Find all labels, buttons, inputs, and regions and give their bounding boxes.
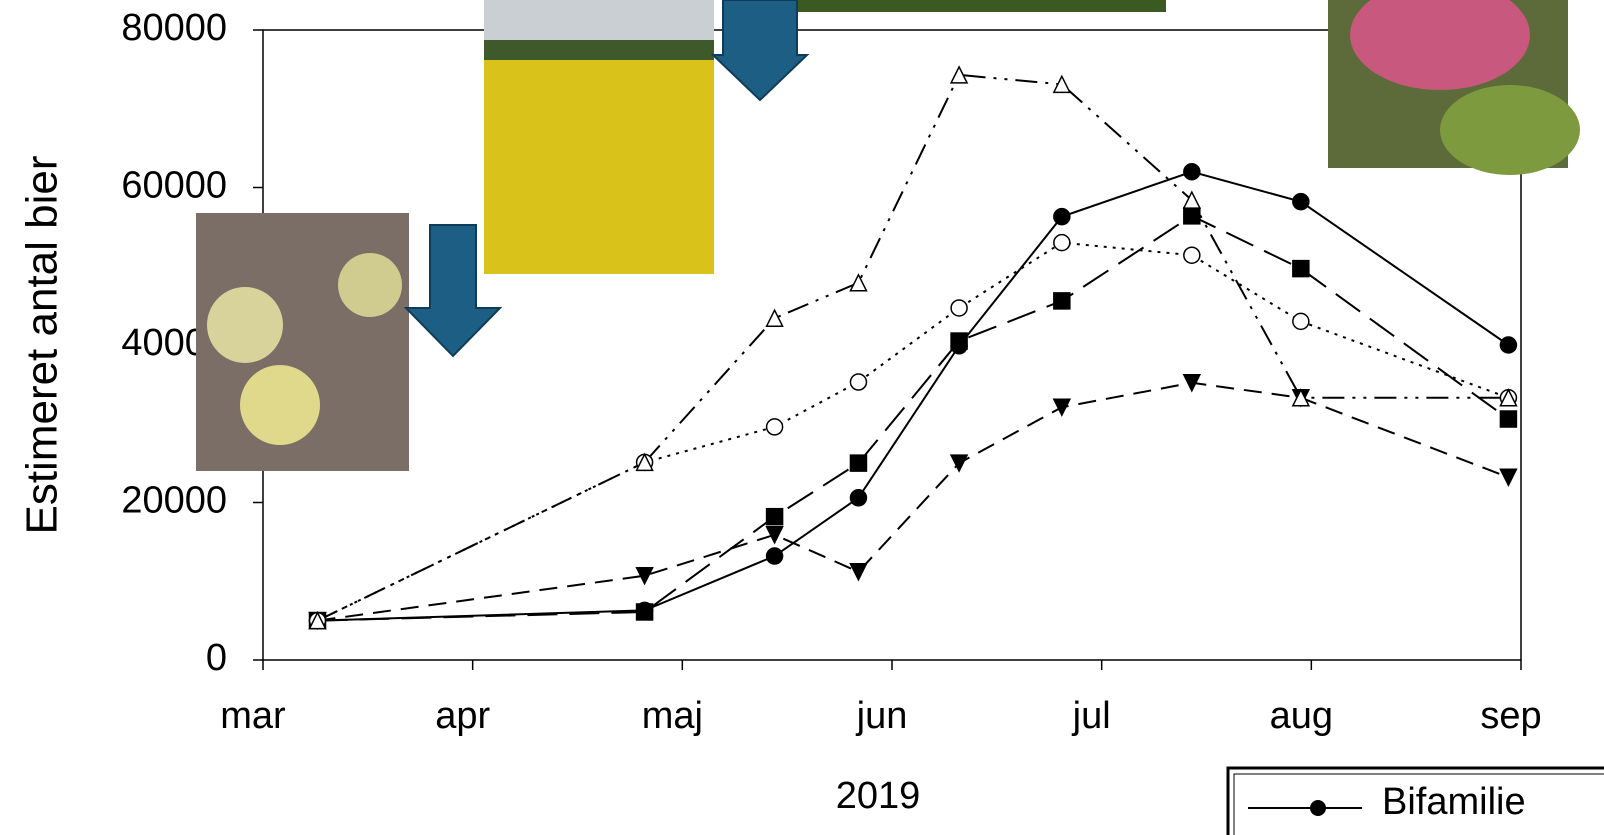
- data-point: [1291, 388, 1311, 407]
- x-tick-label: jun: [856, 695, 908, 737]
- legend-box: [1226, 766, 1604, 835]
- photos: [196, 0, 1580, 471]
- willow-catkin: [338, 253, 402, 317]
- data-point: [765, 547, 784, 565]
- photo-treeline: [484, 40, 714, 60]
- data-point: [1183, 163, 1201, 181]
- arrow: [710, 0, 810, 102]
- y-tick-label: 0: [206, 637, 227, 679]
- data-point: [1052, 74, 1072, 94]
- data-point: [635, 603, 654, 621]
- series-line: [317, 381, 1509, 622]
- data-point: [1182, 190, 1202, 209]
- x-tick-label: maj: [642, 695, 703, 737]
- data-point: [1053, 207, 1071, 226]
- clover-flower: [1350, 0, 1530, 90]
- legend-marker: [1310, 800, 1326, 816]
- y-tick-label: 60000: [121, 165, 227, 207]
- data-point: [1499, 468, 1518, 487]
- data-point: [849, 454, 868, 472]
- clover-leaf: [1440, 85, 1580, 175]
- data-point: [950, 332, 968, 350]
- data-point: [635, 566, 654, 586]
- data-point: [849, 373, 868, 391]
- data-point: [765, 526, 784, 545]
- arrow: [403, 224, 503, 358]
- data-point: [765, 418, 784, 436]
- legend: Bifamilie: [1226, 766, 1604, 835]
- data-point: [1499, 388, 1518, 407]
- willow-catkin: [240, 365, 320, 445]
- data-point: [849, 273, 868, 292]
- x-axis-label: 2019: [836, 775, 921, 817]
- data-point: [308, 610, 327, 630]
- legend-label: Bifamilie: [1382, 781, 1526, 823]
- data-point: [1183, 246, 1201, 264]
- data-point: [1292, 259, 1310, 278]
- x-tick-label: mar: [220, 695, 286, 737]
- y-tick-label: 80000: [121, 7, 227, 49]
- y-axis-label: Estimeret antal bier: [18, 155, 67, 534]
- x-tick-label: apr: [435, 695, 490, 737]
- data-point: [1053, 233, 1071, 252]
- legend-box-inner: [1233, 773, 1604, 835]
- y-tick-label: 20000: [121, 480, 227, 522]
- data-point: [949, 65, 969, 84]
- series-line: [317, 214, 1510, 622]
- data-point: [765, 308, 784, 327]
- data-point: [1499, 410, 1518, 428]
- data-point: [950, 299, 968, 317]
- data-point: [1182, 374, 1202, 393]
- data-point: [1053, 292, 1071, 310]
- data-point: [1052, 398, 1072, 417]
- data-point: [1292, 192, 1310, 211]
- photo-sky: [484, 0, 714, 45]
- data-point: [1499, 336, 1518, 354]
- series-line: [317, 241, 1509, 622]
- data-point: [949, 454, 969, 473]
- willow-catkin: [207, 287, 283, 363]
- x-tick-label: sep: [1480, 695, 1541, 737]
- data-point: [1183, 207, 1201, 225]
- data-point: [849, 563, 868, 582]
- data-point: [765, 507, 784, 526]
- data-point: [635, 452, 654, 472]
- data-point: [849, 489, 868, 507]
- series-line: [317, 73, 1509, 622]
- photo-meadow: [784, 0, 1166, 12]
- x-tick-label: aug: [1270, 695, 1333, 737]
- x-tick-label: jul: [1072, 695, 1111, 737]
- data-point: [1292, 312, 1310, 331]
